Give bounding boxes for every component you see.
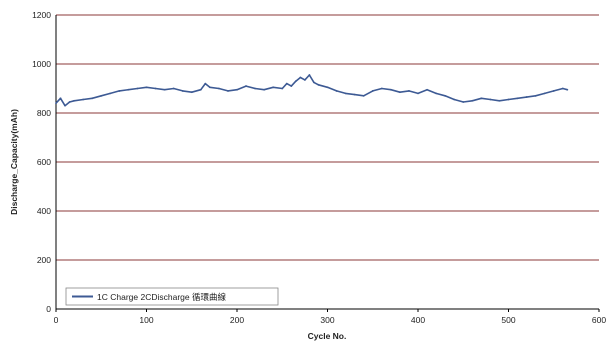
data-point <box>272 86 275 89</box>
data-point <box>543 92 546 95</box>
data-point <box>453 98 456 101</box>
data-point <box>208 86 211 89</box>
data-point <box>154 87 157 90</box>
data-point <box>181 90 184 92</box>
legend-label: 1C Charge 2CDischarge 循環曲線 <box>97 292 226 302</box>
y-tick-label: 1200 <box>32 10 51 20</box>
horizontal-gridlines <box>56 14 599 261</box>
series-points <box>55 74 569 107</box>
x-tick-label: 300 <box>320 315 334 325</box>
data-point <box>344 92 347 95</box>
data-point <box>236 88 238 91</box>
y-tick-label: 600 <box>37 157 51 167</box>
y-tick-label: 400 <box>37 206 51 216</box>
data-point <box>204 82 207 85</box>
x-tick-label: 600 <box>592 315 606 325</box>
data-point <box>127 88 130 91</box>
data-point <box>417 92 419 95</box>
y-tick-label: 0 <box>46 304 51 314</box>
data-point <box>561 87 564 90</box>
data-point <box>82 98 85 101</box>
data-point <box>299 76 302 79</box>
data-point <box>285 82 288 85</box>
data-point <box>109 92 112 95</box>
y-tick-label: 800 <box>37 108 51 118</box>
data-point <box>199 88 202 91</box>
data-point <box>118 90 121 92</box>
data-point <box>91 97 94 100</box>
legend-box <box>65 287 279 306</box>
data-point <box>408 90 410 92</box>
data-point <box>55 102 57 105</box>
data-point <box>303 79 306 81</box>
data-point <box>534 94 537 97</box>
x-tick-label: 500 <box>501 315 515 325</box>
data-point <box>68 101 71 103</box>
data-point <box>525 96 528 98</box>
data-point <box>245 85 247 87</box>
data-point <box>480 97 483 100</box>
y-tick-label: 200 <box>37 255 51 265</box>
data-point <box>389 88 392 91</box>
data-point <box>353 93 356 96</box>
data-point <box>326 86 329 89</box>
data-point <box>462 101 465 103</box>
data-point <box>566 88 569 91</box>
x-tick-label: 100 <box>139 315 153 325</box>
data-point <box>435 92 437 95</box>
data-point <box>163 88 166 91</box>
data-point <box>552 90 555 92</box>
data-point <box>380 87 383 90</box>
data-point <box>73 99 75 102</box>
data-point <box>507 98 510 101</box>
data-point <box>362 94 365 97</box>
data-point <box>263 88 266 91</box>
x-tick-labels: 0 100 200 300 400 500 600 <box>54 309 606 325</box>
data-point <box>308 74 311 76</box>
data-point <box>64 104 66 107</box>
data-point <box>136 87 139 90</box>
data-point <box>281 87 284 90</box>
x-tick-label: 0 <box>54 315 59 325</box>
data-point <box>172 87 175 90</box>
data-point <box>444 94 447 97</box>
legend: 1C Charge 2CDischarge 循環曲線 <box>65 287 279 306</box>
data-point <box>498 99 501 102</box>
data-point <box>516 97 519 100</box>
data-point <box>317 83 320 86</box>
x-tick-label: 400 <box>411 315 425 325</box>
data-point <box>371 90 374 92</box>
data-point <box>335 90 338 92</box>
y-axis-title: Discharge_Capacity(mAh) <box>9 109 19 215</box>
data-point <box>254 87 256 90</box>
x-axis-title: Cycle No. <box>308 331 347 341</box>
data-point <box>294 80 297 83</box>
series-line <box>55 74 568 107</box>
data-point <box>399 91 401 94</box>
x-tick-label: 200 <box>230 315 244 325</box>
data-point <box>313 81 315 84</box>
data-point <box>489 98 492 101</box>
y-tick-label: 1000 <box>32 59 51 69</box>
data-point <box>218 87 220 90</box>
data-point <box>100 94 103 97</box>
y-tick-labels: 0 200 400 600 800 1000 1200 <box>32 10 51 314</box>
data-point <box>290 85 293 87</box>
data-point <box>227 90 229 92</box>
data-point <box>426 88 428 91</box>
data-point <box>190 91 193 94</box>
data-point <box>59 97 62 100</box>
data-point <box>471 99 474 102</box>
data-point <box>145 86 148 89</box>
